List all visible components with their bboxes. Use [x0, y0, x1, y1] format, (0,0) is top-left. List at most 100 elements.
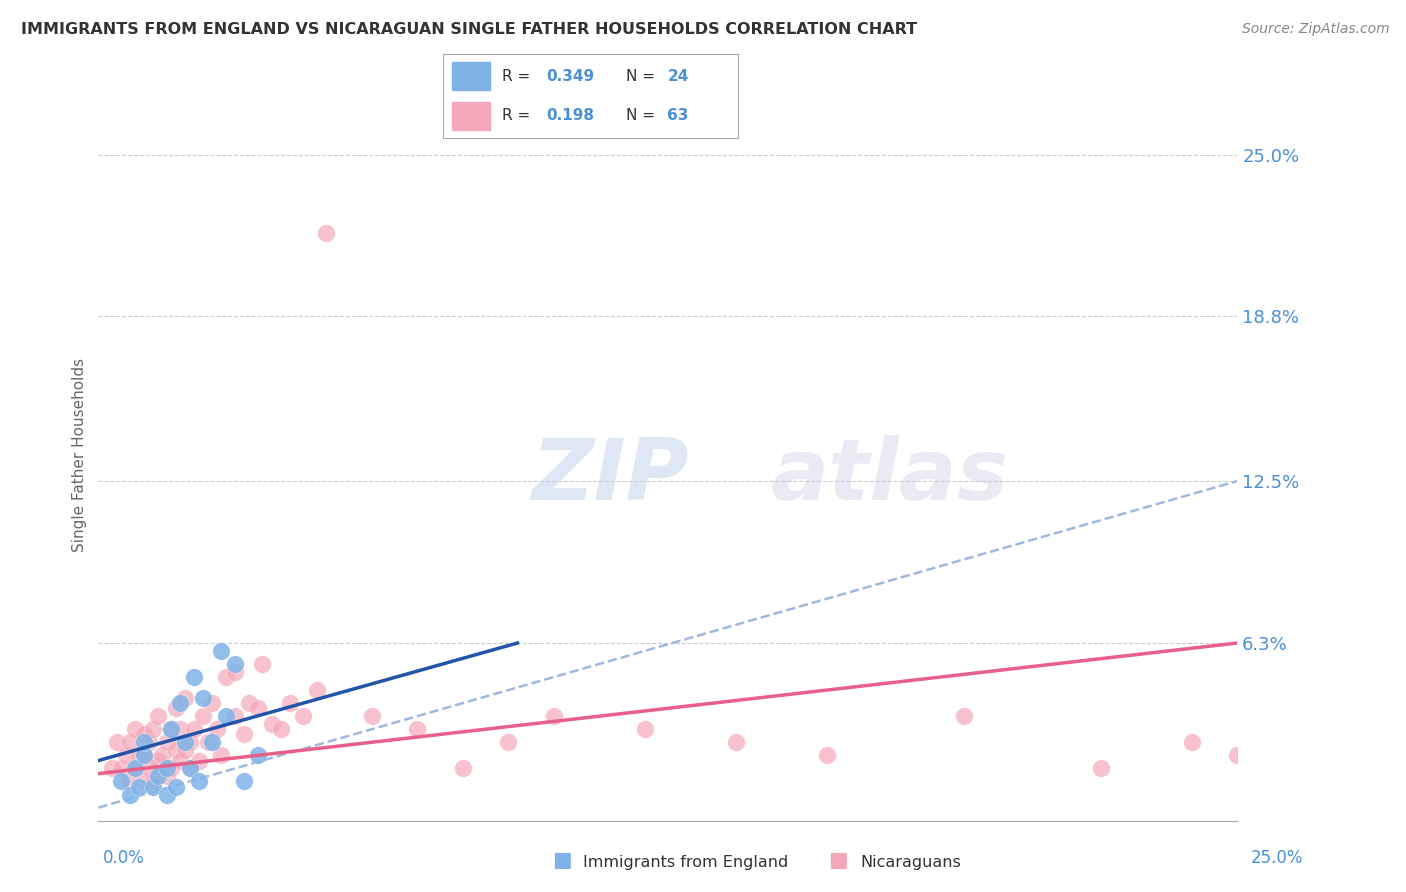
Point	[260, 717, 283, 731]
Point	[156, 769, 179, 783]
Point	[543, 709, 565, 723]
Point	[165, 780, 187, 794]
Text: 63: 63	[668, 108, 689, 123]
Text: R =: R =	[502, 69, 536, 84]
Point	[160, 723, 183, 737]
Point	[179, 761, 201, 775]
Point	[1181, 735, 1204, 749]
Point	[156, 735, 179, 749]
Point	[101, 761, 124, 775]
Point	[146, 709, 169, 723]
Text: 0.198: 0.198	[546, 108, 595, 123]
Point	[165, 701, 187, 715]
Point	[132, 748, 155, 763]
Point	[120, 774, 142, 789]
Text: Immigrants from England: Immigrants from England	[583, 855, 789, 870]
Point	[634, 723, 657, 737]
Point	[146, 754, 169, 768]
Point	[953, 709, 976, 723]
Point	[278, 696, 301, 710]
Point	[1226, 748, 1249, 763]
Y-axis label: Single Father Households: Single Father Households	[72, 358, 87, 552]
Point	[451, 761, 474, 775]
Point	[246, 748, 269, 763]
Text: 0.349: 0.349	[546, 69, 595, 84]
Point	[197, 735, 219, 749]
Point	[120, 788, 142, 802]
Point	[209, 644, 232, 658]
Point	[224, 665, 246, 679]
Point	[156, 788, 179, 802]
Point	[179, 761, 201, 775]
Point	[201, 735, 224, 749]
Point	[150, 748, 173, 763]
Point	[142, 780, 165, 794]
Point	[156, 761, 179, 775]
Text: 0.0%: 0.0%	[103, 849, 145, 867]
Text: N =: N =	[626, 69, 659, 84]
Point	[246, 701, 269, 715]
Point	[169, 723, 191, 737]
Text: Nicaraguans: Nicaraguans	[860, 855, 962, 870]
Point	[193, 709, 215, 723]
Point	[114, 748, 136, 763]
Point	[110, 761, 132, 775]
Point	[238, 696, 260, 710]
Point	[110, 774, 132, 789]
Point	[165, 743, 187, 757]
Point	[160, 761, 183, 775]
Point	[179, 735, 201, 749]
Point	[138, 735, 160, 749]
Point	[193, 690, 215, 705]
Point	[160, 723, 183, 737]
Point	[128, 748, 150, 763]
Point	[233, 727, 256, 741]
Point	[124, 761, 146, 775]
Text: Source: ZipAtlas.com: Source: ZipAtlas.com	[1241, 22, 1389, 37]
Text: N =: N =	[626, 108, 659, 123]
Point	[215, 670, 238, 684]
Point	[307, 683, 329, 698]
Point	[252, 657, 274, 671]
Point	[205, 723, 228, 737]
Text: IMMIGRANTS FROM ENGLAND VS NICARAGUAN SINGLE FATHER HOUSEHOLDS CORRELATION CHART: IMMIGRANTS FROM ENGLAND VS NICARAGUAN SI…	[21, 22, 917, 37]
Point	[270, 723, 292, 737]
Point	[815, 748, 838, 763]
Point	[138, 761, 160, 775]
Point	[209, 748, 232, 763]
Point	[142, 723, 165, 737]
Point	[169, 696, 191, 710]
Point	[174, 743, 197, 757]
Point	[201, 696, 224, 710]
Point	[187, 774, 209, 789]
Text: 24: 24	[668, 69, 689, 84]
Point	[120, 735, 142, 749]
Point	[498, 735, 520, 749]
Text: atlas: atlas	[770, 435, 1008, 518]
Point	[315, 226, 337, 240]
Point	[169, 754, 191, 768]
Text: ■: ■	[553, 850, 572, 870]
Point	[233, 774, 256, 789]
Point	[132, 735, 155, 749]
Point	[292, 709, 315, 723]
Text: 25.0%: 25.0%	[1251, 849, 1303, 867]
Point	[183, 723, 205, 737]
Point	[132, 727, 155, 741]
Point	[124, 761, 146, 775]
Point	[725, 735, 748, 749]
Point	[406, 723, 429, 737]
Point	[360, 709, 382, 723]
Point	[187, 754, 209, 768]
Point	[224, 657, 246, 671]
Point	[183, 670, 205, 684]
Point	[215, 709, 238, 723]
Point	[1090, 761, 1112, 775]
Point	[105, 735, 128, 749]
Point	[224, 709, 246, 723]
Point	[174, 735, 197, 749]
Point	[128, 780, 150, 794]
Point	[142, 774, 165, 789]
Bar	[451, 102, 491, 130]
Bar	[451, 62, 491, 90]
